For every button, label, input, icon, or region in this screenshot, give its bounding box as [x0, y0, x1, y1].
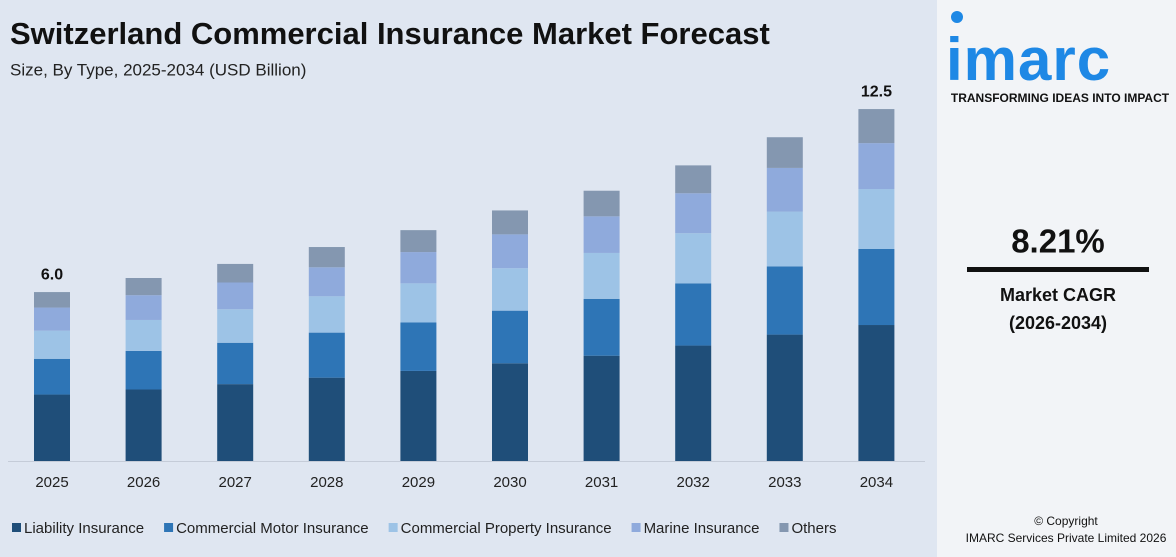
legend-swatch [779, 523, 789, 532]
bar-segment [34, 394, 70, 461]
bar-segment [583, 298, 620, 356]
legend-label: Others [791, 520, 836, 537]
bar-segment [492, 210, 528, 235]
bar-segment [308, 332, 345, 378]
x-tick-label: 2033 [768, 474, 801, 491]
x-tick-label: 2032 [677, 474, 710, 491]
bar-segment [34, 330, 70, 359]
bar-segment [675, 345, 712, 461]
bar-segment [34, 292, 70, 308]
bar-segment [34, 358, 70, 395]
x-tick-label: 2028 [310, 474, 343, 491]
x-tick-label: 2029 [402, 474, 435, 491]
bar-segment [675, 165, 712, 194]
bar-segment [125, 295, 162, 320]
bar-segment [766, 211, 803, 267]
legend-swatch [631, 523, 641, 532]
bar-segment [400, 252, 437, 284]
bar-segment [308, 267, 345, 297]
bar-segment [675, 283, 712, 346]
bar-segment [308, 247, 345, 268]
bar-segment [217, 384, 254, 461]
legend-label: Commercial Property Insurance [401, 520, 612, 537]
bar-segment [125, 278, 162, 296]
bar-segment [766, 137, 803, 168]
total-label: 6.0 [41, 266, 63, 283]
bar-segment [492, 310, 528, 364]
x-tick-label: 2025 [35, 474, 68, 491]
bar-segment [858, 189, 895, 250]
divider [967, 267, 1149, 272]
x-tick-label: 2030 [493, 474, 526, 491]
legend-swatch [164, 523, 174, 532]
bar-segment [583, 190, 620, 217]
tagline: TRANSFORMING IDEAS INTO IMPACT [951, 91, 1170, 105]
legend-label: Liability Insurance [24, 520, 144, 537]
bar-segment [583, 216, 620, 253]
bar-segment [308, 377, 345, 461]
bar-segment [766, 167, 803, 212]
bar-segment [217, 282, 254, 310]
chart-subtitle: Size, By Type, 2025-2034 (USD Billion) [10, 60, 306, 79]
bar-segment [675, 233, 712, 284]
bar-segment [125, 319, 162, 351]
bar-segment [492, 268, 528, 311]
company: IMARC Services Private Limited 2026 [966, 531, 1167, 545]
total-label: 12.5 [861, 83, 892, 100]
logo-dot [951, 11, 963, 23]
chart-title: Switzerland Commercial Insurance Market … [10, 16, 770, 51]
bar-segment [858, 143, 895, 190]
bar-segment [125, 350, 162, 390]
x-tick-label: 2034 [860, 474, 893, 491]
bar-segment [125, 389, 162, 461]
legend-swatch [388, 523, 398, 532]
side-panel [937, 0, 1176, 557]
bar-segment [766, 266, 803, 335]
x-tick-label: 2026 [127, 474, 160, 491]
bar-segment [400, 370, 437, 461]
bar-segment [400, 230, 437, 253]
bar-segment [400, 322, 437, 371]
logo: imarc [946, 26, 1111, 93]
bar-segment [858, 249, 895, 326]
bar-segment [34, 307, 70, 331]
cagr-label: Market CAGR [1000, 285, 1116, 305]
legend-swatch [12, 523, 21, 532]
bar-segment [583, 355, 620, 461]
bar-segment [308, 296, 345, 333]
bar-segment [583, 252, 620, 299]
bar-segment [766, 334, 803, 461]
bar-segment [217, 342, 254, 385]
bar-segment [858, 109, 895, 144]
x-tick-label: 2027 [219, 474, 252, 491]
bar-segment [400, 283, 437, 323]
cagr-value: 8.21% [1011, 223, 1105, 260]
bar-segment [492, 234, 528, 269]
bar-segment [217, 263, 254, 283]
copyright: © Copyright [1034, 514, 1098, 528]
legend-label: Marine Insurance [644, 520, 760, 537]
bar-segment [217, 309, 254, 343]
cagr-period: (2026-2034) [1009, 313, 1107, 333]
bar-segment [858, 325, 895, 461]
legend-label: Commercial Motor Insurance [176, 520, 369, 537]
bar-segment [675, 193, 712, 234]
bar-segment [492, 363, 528, 461]
x-tick-label: 2031 [585, 474, 618, 491]
